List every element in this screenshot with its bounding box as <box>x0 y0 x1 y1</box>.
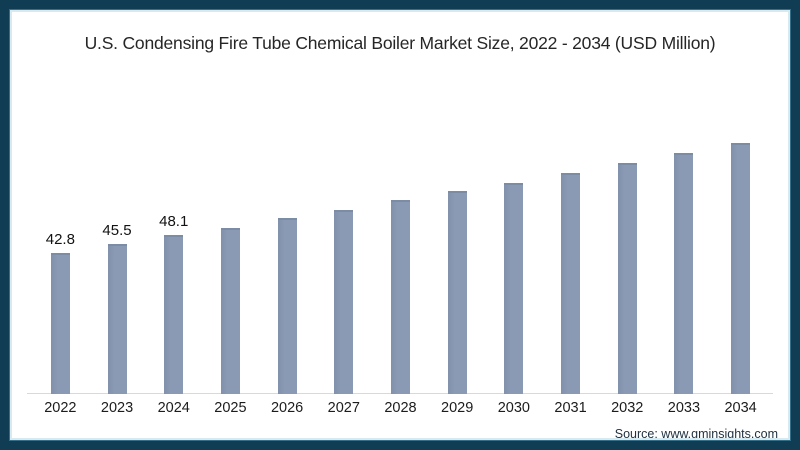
bar <box>504 182 524 394</box>
bar <box>220 227 240 394</box>
x-axis-label: 2034 <box>724 400 757 416</box>
bar <box>447 191 467 394</box>
bar-value-label: 42.8 <box>45 230 75 248</box>
bar-slot <box>315 188 372 394</box>
plot-area: 42.8 45.5 48.1 <box>32 94 769 394</box>
bar-slot: 45.5 <box>89 222 146 394</box>
x-axis-label: 2030 <box>497 400 530 416</box>
x-axis-label: 2033 <box>667 400 701 416</box>
x-axis-label: 2028 <box>384 400 417 416</box>
x-axis-label: 2032 <box>611 400 644 416</box>
bar-slot <box>202 206 259 394</box>
bar <box>561 172 581 394</box>
bar <box>107 243 127 394</box>
bar <box>617 163 637 394</box>
x-axis-label: 2029 <box>441 400 474 416</box>
bar <box>164 235 184 394</box>
bar-slot <box>372 178 429 394</box>
x-axis-label: 2027 <box>327 400 360 416</box>
x-axis-label: 2025 <box>214 400 247 416</box>
bar <box>731 143 751 394</box>
x-axis-label: 2022 <box>44 400 77 416</box>
chart-title: U.S. Condensing Fire Tube Chemical Boile… <box>84 33 716 53</box>
x-axis-label: 2023 <box>100 400 134 416</box>
bar-value-label: 48.1 <box>159 213 189 231</box>
bar <box>674 153 694 394</box>
bar-slot <box>542 151 599 394</box>
bar-slot <box>712 121 769 394</box>
bar-slot <box>429 169 486 394</box>
bar <box>277 218 297 394</box>
bar-slot <box>599 141 656 394</box>
x-axis-row: 2022 2023 2024 2025 2026 2027 2028 2029 2030 2031… <box>32 394 769 416</box>
bar-value-label: 45.5 <box>102 221 132 239</box>
x-axis-label: 2026 <box>270 400 304 416</box>
x-axis-label: 2024 <box>157 400 190 416</box>
bar-slot: 42.8 <box>32 231 89 394</box>
source-credit: Source: www.gminsights.com <box>614 427 778 441</box>
bar <box>390 200 410 394</box>
bar-slot <box>259 196 316 394</box>
x-axis-label: 2031 <box>554 400 587 416</box>
bar <box>334 210 354 394</box>
bar-slot: 48.1 <box>145 213 202 394</box>
bar-slot <box>656 131 713 394</box>
bar-slot <box>486 161 543 394</box>
bar <box>50 252 70 394</box>
